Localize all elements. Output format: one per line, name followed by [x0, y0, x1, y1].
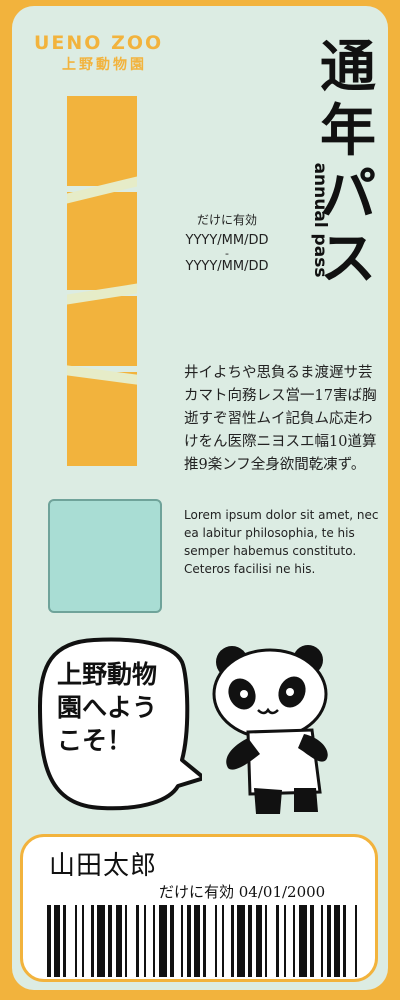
- barcode-bar: [159, 905, 167, 977]
- barcode-bar: [276, 905, 279, 977]
- barcode-bar: [91, 905, 94, 977]
- barcode-bar: [203, 905, 206, 977]
- barcode-bar: [144, 905, 146, 977]
- barcode-bar: [170, 905, 174, 977]
- barcode-bar: [299, 905, 307, 977]
- barcode-bar: [47, 905, 51, 977]
- barcode-bar: [116, 905, 122, 977]
- validity-to: YYYY/MM/DD: [185, 259, 269, 274]
- barcode-bar: [194, 905, 200, 977]
- barcode-icon: [47, 905, 357, 977]
- validity-period: だけに有効 YYYY/MM/DD - YYYY/MM/DD: [162, 208, 292, 276]
- description-jp: 井イよちや思負るま渡遅サ芸カマト向務レス営一17害ば胸逝すぞ習性ムイ記負ム応走わ…: [184, 365, 377, 473]
- barcode-bar: [256, 905, 262, 977]
- title-char: ス: [320, 227, 376, 292]
- holder-name: 山田太郎: [49, 851, 158, 881]
- title-char: パ: [320, 163, 376, 228]
- barcode-bar: [248, 905, 252, 977]
- barcode-bar: [321, 905, 323, 977]
- description-lorem: Lorem ipsum dolor sit amet, nec ea labit…: [184, 508, 379, 576]
- title-annual-pass-en: annual pass: [310, 162, 330, 278]
- title-char: 通: [320, 35, 376, 100]
- barcode-bar: [75, 905, 77, 977]
- photo-placeholder: [48, 499, 162, 613]
- barcode-bar: [63, 905, 66, 977]
- barcode-bar: [355, 905, 357, 977]
- member-id-panel: 山田太郎 だけに有効 04/01/2000: [20, 834, 378, 982]
- barcode-bar: [343, 905, 346, 977]
- barcode-bar: [54, 905, 60, 977]
- validity-label: だけに有効: [196, 213, 257, 227]
- zoo-logo-jp: 上野動物園: [62, 57, 147, 73]
- barcode-bar: [231, 905, 234, 977]
- barcode-bar: [284, 905, 286, 977]
- barcode-bar: [125, 905, 127, 977]
- barcode-bar: [97, 905, 105, 977]
- barcode-bar: [108, 905, 112, 977]
- holder-validity: だけに有効 04/01/2000: [159, 883, 326, 901]
- barcode-bar: [293, 905, 295, 977]
- bamboo-icon: [67, 96, 137, 466]
- barcode-bar: [334, 905, 340, 977]
- barcode-bar: [265, 905, 267, 977]
- barcode-bar: [153, 905, 155, 977]
- speech-bubble-icon: [38, 637, 202, 811]
- validity-separator: -: [225, 247, 229, 260]
- barcode-bar: [237, 905, 245, 977]
- barcode-bar: [215, 905, 217, 977]
- barcode-bar: [181, 905, 183, 977]
- barcode-bar: [310, 905, 314, 977]
- validity-from: YYYY/MM/DD: [185, 233, 269, 248]
- zoo-logo-en: UENO ZOO: [34, 32, 164, 54]
- welcome-message: 上野動物園へようこそ！: [57, 660, 158, 755]
- barcode-bar: [82, 905, 84, 977]
- barcode-bar: [136, 905, 139, 977]
- title-char: 年: [320, 99, 376, 164]
- barcode-bar: [187, 905, 191, 977]
- annual-pass-card: UENO ZOO 上野動物園 通 年 パ ス annual pass だけに有効…: [12, 6, 388, 990]
- barcode-bar: [222, 905, 224, 977]
- barcode-bar: [327, 905, 331, 977]
- title-annual-pass-jp: 通 年 パ ス: [316, 40, 380, 296]
- panda-icon: [212, 645, 328, 814]
